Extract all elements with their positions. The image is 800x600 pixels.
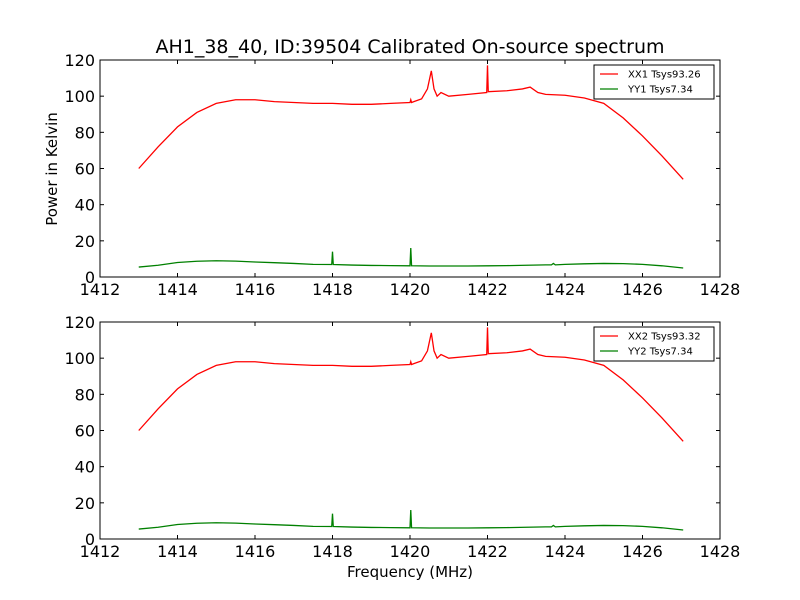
x-tick-label: 1418 <box>312 542 353 561</box>
legend-label: XX1 Tsys93.26 <box>628 70 701 81</box>
bottom-panel: 1412 1414 1416 1418 1420 1422 1424 1426 1428 0 20 4… <box>64 313 740 561</box>
x-tick-label: 1422 <box>467 280 508 299</box>
y-tick-label: 0 <box>85 530 95 549</box>
y-tick-label: 120 <box>64 51 95 70</box>
legend: XX1 Tsys93.26 YY1 Tsys7.34 <box>593 64 715 100</box>
top-panel: 1412 1414 1416 1418 1420 1422 1424 1426 1428 0 20 4… <box>64 51 740 299</box>
x-tick-label: 1428 <box>700 280 741 299</box>
y-tick-label: 60 <box>75 422 95 441</box>
x-tick-label: 1424 <box>545 280 586 299</box>
series-line-yy1-tsys7-34 <box>138 248 684 269</box>
legend-label: YY2 Tsys7.34 <box>627 347 693 358</box>
y-tick-label: 20 <box>75 494 95 513</box>
y-tick-label: 60 <box>75 160 95 179</box>
y-tick-label: 80 <box>75 123 95 142</box>
y-tick-label: 80 <box>75 385 95 404</box>
y-tick-label: 120 <box>64 313 95 332</box>
x-tick-label: 1420 <box>390 280 431 299</box>
x-tick-label: 1418 <box>312 280 353 299</box>
y-tick-label: 100 <box>64 349 95 368</box>
x-tick-label: 1420 <box>390 542 431 561</box>
x-tick-label: 1412 <box>80 280 121 299</box>
x-tick-label: 1416 <box>235 542 276 561</box>
y-tick-label: 0 <box>85 268 95 287</box>
x-tick-label: 1426 <box>622 280 663 299</box>
series-line-xx2-tsys93-32 <box>138 327 684 442</box>
series-line-xx1-tsys93-26 <box>138 65 684 180</box>
legend-label: XX2 Tsys93.32 <box>628 332 701 343</box>
x-tick-label: 1412 <box>80 542 121 561</box>
y-axis-label: Power in Kelvin <box>43 112 61 226</box>
y-tick-label: 100 <box>64 87 95 106</box>
x-tick-label: 1422 <box>467 542 508 561</box>
x-tick-label: 1424 <box>545 542 586 561</box>
x-tick-label: 1428 <box>700 542 741 561</box>
y-tick-label: 40 <box>75 458 95 477</box>
x-tick-label: 1426 <box>622 542 663 561</box>
legend: XX2 Tsys93.32 YY2 Tsys7.34 <box>593 326 715 362</box>
series-line-yy2-tsys7-34 <box>138 510 684 531</box>
legend-label: YY1 Tsys7.34 <box>627 85 693 96</box>
x-tick-label: 1416 <box>235 280 276 299</box>
x-tick-label: 1414 <box>157 542 198 561</box>
y-tick-label: 40 <box>75 196 95 215</box>
x-axis-label: Frequency (MHz) <box>347 563 473 581</box>
legend-box <box>593 326 715 362</box>
x-tick-label: 1414 <box>157 280 198 299</box>
y-tick-label: 20 <box>75 232 95 251</box>
chart-title: AH1_38_40, ID:39504 Calibrated On-source… <box>155 36 664 58</box>
legend-box <box>593 64 715 100</box>
